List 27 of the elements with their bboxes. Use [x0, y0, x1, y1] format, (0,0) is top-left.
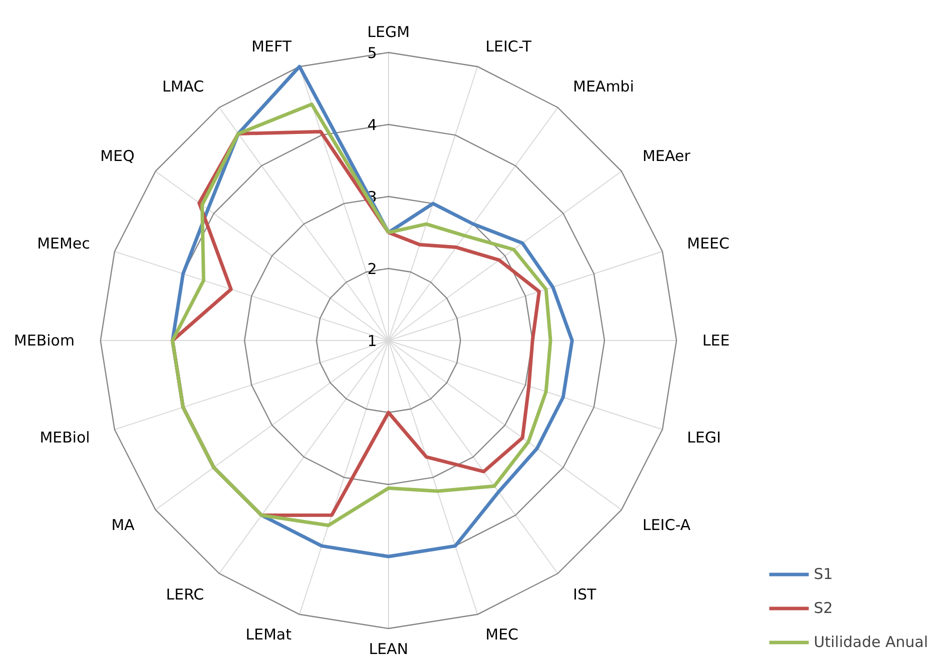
y-tick-label: 1: [367, 332, 377, 350]
spoke-label: LEGM: [367, 22, 410, 41]
spoke-label: LEAN: [368, 640, 408, 658]
spoke-label: MEQ: [100, 146, 135, 165]
y-tick-label: 5: [367, 44, 377, 62]
spoke-label: MEC: [486, 625, 518, 644]
legend-label: Utilidade Anual: [814, 633, 928, 651]
spoke-label: LERC: [166, 585, 204, 604]
legend-label: S2: [814, 599, 834, 617]
legend-label: S1: [814, 565, 834, 583]
spoke-label: MA: [111, 516, 136, 534]
y-tick-label: 4: [367, 116, 377, 134]
spoke-label: MEAmbi: [573, 78, 634, 96]
spoke-label: IST: [573, 585, 597, 604]
spoke-label: MEBiol: [40, 428, 90, 447]
spoke-label: MEEC: [687, 234, 730, 252]
spoke-label: MEAer: [642, 146, 692, 165]
spoke-label: MEMec: [37, 234, 90, 252]
spoke-label: LEGI: [687, 428, 721, 447]
spoke-label: LMAC: [162, 78, 204, 96]
spoke-label: MEBiom: [14, 332, 75, 350]
spoke-label: LEMat: [246, 625, 292, 644]
spoke-label: LEE: [702, 332, 730, 350]
y-tick-label: 2: [367, 260, 377, 278]
spoke-label: MEFT: [252, 38, 292, 56]
spoke-label: LEIC-T: [486, 38, 532, 56]
spoke-label: LEIC-A: [642, 516, 692, 534]
